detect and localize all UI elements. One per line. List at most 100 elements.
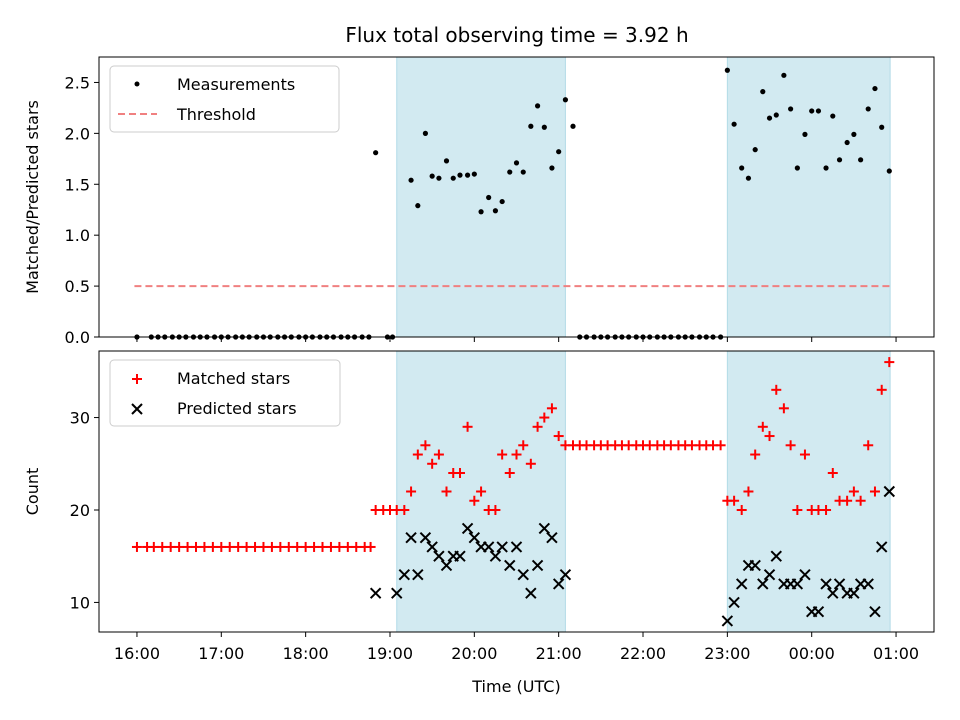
measurement-point — [429, 173, 435, 179]
predicted-star-point — [468, 532, 481, 544]
matched-star-point — [224, 541, 235, 552]
observing-window-2 — [726, 56, 891, 338]
matched-star-point — [525, 458, 536, 469]
matched-star-point — [876, 384, 887, 395]
measurement-point — [562, 97, 569, 103]
y-tick-label: 10 — [70, 593, 90, 612]
matched-star-point — [454, 468, 465, 479]
top-y-axis-label: Matched/Predicted stars — [23, 100, 42, 294]
measurement-point — [879, 124, 885, 130]
measurement-point — [549, 165, 555, 171]
matched-star-point — [729, 495, 740, 506]
matched-star-point — [292, 541, 303, 552]
predicted-star-point — [546, 532, 558, 544]
measurement-point — [773, 112, 779, 118]
matched-star-point — [792, 504, 803, 515]
x-tick-label: 19:00 — [367, 644, 413, 663]
matched-star-point — [553, 431, 564, 442]
matched-star-point — [266, 541, 277, 552]
matched-star-point — [365, 541, 376, 552]
measurement-point — [865, 106, 871, 112]
predicted-star-point — [405, 532, 417, 544]
matched-star-point — [490, 504, 501, 515]
predicted-star-point — [728, 596, 740, 609]
matched-star-point — [174, 541, 185, 552]
matched-star-point — [427, 458, 438, 469]
matched-star-point — [283, 541, 294, 552]
matched-star-point — [342, 541, 353, 552]
predicted-star-point — [454, 550, 466, 562]
measurement-point — [570, 123, 576, 129]
top-panel: 0.0 0.5 1.0 1.5 2.0 2.5 Matched/Predicted sta… — [23, 56, 935, 347]
matched-star-point — [148, 541, 159, 552]
matched-star-point — [497, 449, 508, 460]
measurement-point — [457, 172, 463, 178]
matched-star-point — [182, 541, 193, 552]
y-tick-label: 0.0 — [65, 328, 90, 347]
x-tick-label: 00:00 — [789, 644, 835, 663]
predicted-star-point — [763, 568, 776, 581]
measurement-point — [886, 168, 892, 174]
predicted-star-point — [735, 578, 748, 590]
measurement-point — [492, 208, 499, 214]
x-tick-label: 20:00 — [451, 644, 497, 663]
chart-title: Flux total observing time = 3.92 h — [345, 23, 688, 47]
x-tick-label: 18:00 — [283, 644, 329, 663]
measurement-point — [499, 198, 505, 205]
matched-star-point — [476, 486, 487, 497]
matched-star-point — [715, 440, 726, 451]
matched-star-point — [190, 541, 201, 552]
predicted-star-point — [517, 568, 529, 581]
predicted-star-point — [496, 541, 508, 553]
matched-star-point — [884, 357, 895, 368]
bottom-panel: 10 20 30 16:00 17:00 18:00 19:00 20:00 21:00 22:0… — [23, 350, 935, 696]
bottom-y-axis-label: Count — [23, 468, 42, 516]
predicted-star-point — [820, 578, 832, 590]
measurement-point — [745, 175, 752, 181]
matched-star-point — [504, 468, 515, 479]
predicted-star-point — [461, 522, 474, 535]
measurement-point — [373, 150, 379, 156]
bottom-axes-frame — [98, 350, 935, 633]
matched-star-point — [317, 541, 328, 552]
predicted-star-point — [391, 587, 403, 599]
matched-star-point — [412, 449, 423, 460]
legend-predicted-stars-marker — [131, 403, 143, 415]
predicted-star-point — [531, 559, 544, 572]
matched-star-point — [441, 486, 452, 497]
measurement-point — [752, 147, 758, 153]
predicted-star-point — [482, 541, 495, 553]
legend-predicted-stars-label: Predicted stars — [177, 399, 297, 418]
predicted-star-point — [862, 578, 874, 590]
matched-star-point — [233, 541, 244, 552]
bottom-legend: Matched stars Predicted stars — [109, 359, 341, 427]
matched-star-point — [420, 440, 431, 451]
matched-star-point — [743, 486, 754, 497]
predicted-star-point — [827, 587, 839, 599]
measurement-point — [794, 165, 800, 171]
legend-threshold-label: Threshold — [176, 105, 256, 124]
matched-star-point — [771, 384, 782, 395]
y-tick-label: 2.5 — [65, 73, 90, 92]
matched-star-point — [334, 541, 345, 552]
measurement-point — [872, 85, 878, 92]
matched-star-point — [869, 486, 880, 497]
x-axis-label: Time (UTC) — [471, 677, 560, 696]
matched-star-point — [207, 541, 218, 552]
measurement-point — [422, 130, 429, 136]
matched-star-point — [325, 541, 336, 552]
y-tick-label: 20 — [70, 501, 90, 520]
measurement-point — [415, 203, 421, 209]
measurement-point — [507, 169, 513, 175]
measurement-point — [731, 121, 737, 127]
y-tick-label: 30 — [70, 409, 90, 428]
measurement-point — [809, 108, 815, 114]
matched-star-point — [842, 495, 853, 506]
matched-star-point — [157, 541, 168, 552]
y-tick-label: 1.0 — [65, 226, 90, 245]
matched-star-point — [546, 403, 557, 414]
measurement-point — [556, 149, 562, 155]
matched-star-point — [778, 403, 789, 414]
predicted-star-point — [799, 568, 811, 581]
